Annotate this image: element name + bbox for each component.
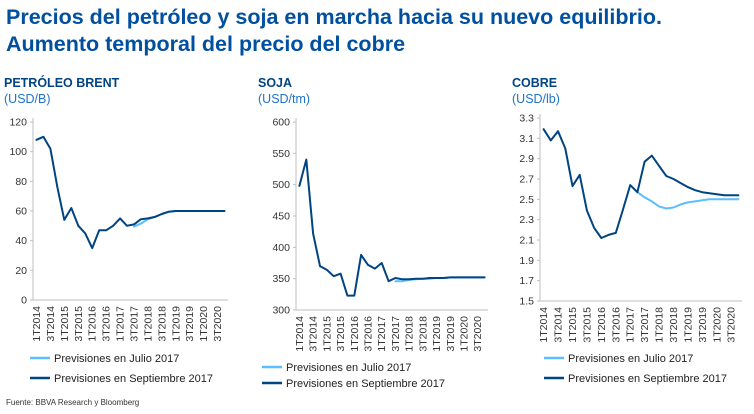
- x-tick-label: 3T2019: [445, 316, 457, 352]
- y-tick-label: 0: [21, 295, 27, 307]
- x-tick-label: 1T2019: [170, 306, 182, 342]
- x-tick-label: 1T2019: [682, 307, 694, 343]
- x-tick-label: 3T2015: [73, 306, 85, 342]
- source-note: Fuente: BBVA Research y Bloomberg: [6, 398, 140, 407]
- x-tick-label: 1T2017: [625, 307, 637, 343]
- x-tick-label: 3T2016: [610, 307, 622, 343]
- y-tick-label: 300: [272, 305, 290, 317]
- x-tick-label: 3T2019: [697, 307, 709, 343]
- legend-label: Previsiones en Julio 2017: [568, 353, 693, 365]
- x-tick-label: 3T2014: [553, 307, 565, 343]
- y-tick-label: 60: [15, 206, 27, 218]
- x-tick-label: 1T2017: [376, 316, 388, 352]
- x-tick-label: 1T2018: [142, 306, 154, 342]
- legend-label: Previsiones en Julio 2017: [54, 353, 179, 365]
- x-tick-label: 1T2019: [431, 316, 443, 352]
- x-tick-label: 1T2020: [198, 306, 210, 342]
- y-tick-label: 20: [15, 265, 27, 277]
- x-tick-label: 1T2016: [596, 307, 608, 343]
- title-line-1: Precios del petróleo y soja en marcha ha…: [6, 5, 662, 29]
- y-tick-label: 1.9: [519, 255, 534, 267]
- chart-3-title: COBRE: [512, 76, 558, 90]
- y-tick-label: 350: [272, 273, 290, 285]
- x-tick-label: 1T2016: [349, 316, 361, 352]
- y-tick-label: 1.7: [519, 275, 534, 287]
- x-tick-label: 1T2020: [711, 307, 723, 343]
- y-tick-label: 550: [272, 148, 290, 160]
- legend-label: Previsiones en Septiembre 2017: [286, 378, 445, 390]
- x-tick-label: 3T2018: [156, 306, 168, 342]
- x-tick-label: 3T2020: [212, 306, 224, 342]
- y-tick-label: 40: [15, 235, 27, 247]
- y-tick-label: 2.9: [519, 153, 534, 165]
- series-line-september-2017: [298, 158, 486, 297]
- series-line-september-2017: [542, 128, 740, 239]
- y-tick-label: 2.1: [519, 235, 534, 247]
- x-tick-label: 3T2018: [668, 307, 680, 343]
- x-tick-label: 1T2014: [538, 307, 550, 343]
- page-title: Precios del petróleo y soja en marcha ha…: [6, 4, 751, 58]
- legend-label: Previsiones en Septiembre 2017: [568, 373, 727, 385]
- x-tick-label: 3T2015: [581, 307, 593, 343]
- y-tick-label: 500: [272, 179, 290, 191]
- x-tick-label: 3T2016: [101, 306, 113, 342]
- title-line-2: Aumento temporal del precio del cobre: [6, 32, 406, 56]
- x-tick-label: 3T2017: [128, 306, 140, 342]
- series-line-july-2017: [636, 191, 740, 210]
- x-tick-label: 3T2019: [184, 306, 196, 342]
- legend-label: Previsiones en Septiembre 2017: [54, 373, 213, 385]
- x-tick-label: 3T2020: [726, 307, 738, 343]
- y-tick-label: 3.3: [519, 113, 534, 125]
- chart-1-unit: (USD/B): [4, 92, 51, 106]
- y-tick-label: 3.1: [519, 133, 534, 145]
- series-line-september-2017: [35, 135, 226, 250]
- y-tick-label: 120: [9, 117, 27, 129]
- x-tick-label: 1T2018: [654, 307, 666, 343]
- x-tick-label: 3T2017: [390, 316, 402, 352]
- x-tick-label: 3T2015: [335, 316, 347, 352]
- chart-2-title: SOJA: [258, 76, 293, 90]
- chart-2-unit: (USD/tm): [258, 92, 311, 106]
- y-tick-label: 2.7: [519, 174, 534, 186]
- y-tick-label: 600: [272, 117, 290, 129]
- legend-label: Previsiones en Julio 2017: [286, 362, 411, 374]
- x-tick-label: 3T2017: [639, 307, 651, 343]
- x-tick-label: 1T2014: [31, 306, 43, 342]
- y-tick-label: 2.5: [519, 194, 534, 206]
- y-tick-label: 400: [272, 242, 290, 254]
- x-tick-label: 1T2015: [59, 306, 71, 342]
- x-tick-label: 1T2017: [115, 306, 127, 342]
- chart-3-unit: (USD/lb): [512, 92, 560, 106]
- x-tick-label: 3T2014: [45, 306, 57, 342]
- x-tick-label: 3T2020: [472, 316, 484, 352]
- y-tick-label: 1.5: [519, 296, 534, 308]
- x-tick-label: 1T2020: [459, 316, 471, 352]
- x-tick-label: 1T2018: [404, 316, 416, 352]
- y-tick-label: 100: [9, 146, 27, 158]
- y-tick-label: 450: [272, 211, 290, 223]
- x-tick-label: 3T2016: [363, 316, 375, 352]
- x-tick-label: 1T2016: [87, 306, 99, 342]
- y-tick-label: 2.3: [519, 214, 534, 226]
- x-tick-label: 1T2015: [567, 307, 579, 343]
- x-tick-label: 3T2014: [308, 316, 320, 352]
- x-tick-label: 3T2018: [417, 316, 429, 352]
- chart-1-title: PETRÓLEO BRENT: [4, 76, 120, 90]
- x-tick-label: 1T2015: [321, 316, 333, 352]
- y-tick-label: 80: [15, 176, 27, 188]
- x-tick-label: 1T2014: [294, 316, 306, 352]
